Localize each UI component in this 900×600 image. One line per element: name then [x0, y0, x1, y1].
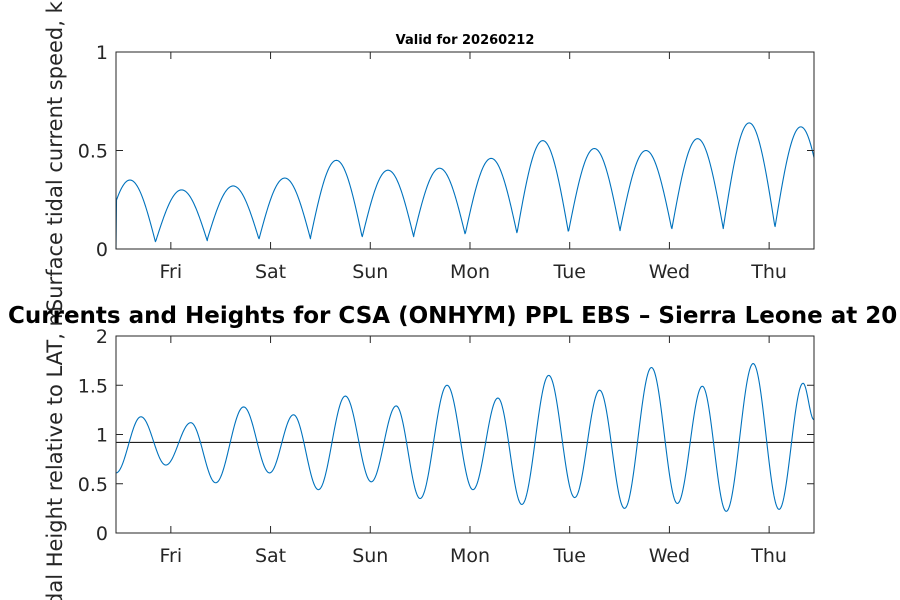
tidal-height-x-tick-label: Sat	[255, 545, 286, 567]
current-speed-y-tick-label: 0	[96, 239, 108, 261]
current-speed-x-tick-label: Fri	[160, 261, 183, 283]
current-speed-panel: Valid for 20260212 0 0.5 1 Fri Sat Sun Mon Tue…	[43, 0, 815, 312]
tidal-height-y-tick-label: 0.5	[78, 474, 108, 496]
tidal-height-axes-box	[115, 335, 815, 534]
current-speed-y-tick-label: 1	[96, 42, 108, 64]
tidal-height-x-tick-label: Fri	[160, 545, 183, 567]
tidal-height-y-tick-label: 1.5	[78, 375, 108, 397]
current-speed-x-tick-label: Tue	[552, 261, 585, 283]
figure-main-title: Currents and Heights for CSA (ONHYM) PPL…	[8, 303, 897, 329]
current-speed-axes-box	[115, 51, 815, 250]
current-speed-x-tick-label: Wed	[649, 261, 690, 283]
current-speed-x-tick-label: Sun	[352, 261, 388, 283]
tidal-height-x-tick-label: Thu	[750, 545, 787, 567]
tidal-height-y-tick-label: 0	[96, 523, 108, 545]
tidal-height-x-tick-label: Wed	[649, 545, 690, 567]
tidal-height-x-tick-label: Mon	[450, 545, 490, 567]
tidal-height-x-tick-label: Sun	[352, 545, 388, 567]
current-speed-y-axis-label: Surface tidal current speed, kn	[43, 0, 67, 312]
tidal-height-line	[115, 363, 815, 512]
tidal-height-y-axis-label: Tidal Height relative to LAT, m	[43, 306, 67, 600]
tidal-height-panel: 0 0.5 1 1.5 2 Fri Sat Sun Mon Tue Wed Thu Tidal He…	[43, 306, 815, 600]
current-speed-x-tick-label: Sat	[255, 261, 286, 283]
tidal-height-plot-area	[116, 336, 814, 533]
tidal-height-y-tick-label: 1	[96, 425, 108, 447]
current-speed-x-tick-label: Thu	[750, 261, 787, 283]
tidal-height-x-tick-label: Tue	[552, 545, 585, 567]
tidal-height-y-tick-label: 2	[96, 326, 108, 348]
current-speed-chart-title: Valid for 20260212	[396, 33, 535, 48]
current-speed-line	[115, 122, 815, 250]
current-speed-y-tick-label: 0.5	[78, 141, 108, 163]
current-speed-plot-area	[116, 52, 814, 249]
current-speed-x-tick-label: Mon	[450, 261, 490, 283]
